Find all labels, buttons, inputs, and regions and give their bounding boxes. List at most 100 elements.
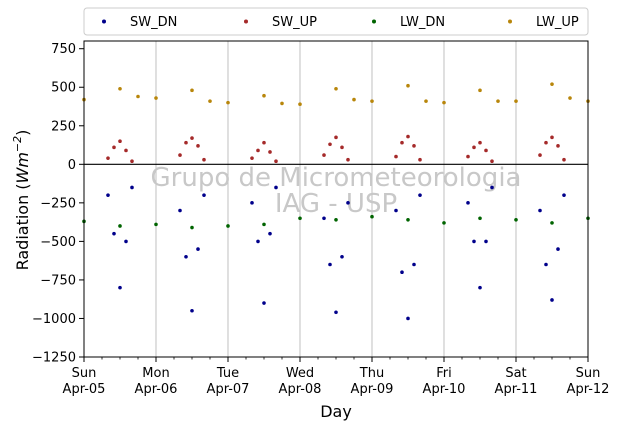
data-point	[256, 239, 260, 244]
data-point	[484, 239, 488, 244]
data-point	[340, 255, 344, 259]
x-tick-day: Sun	[576, 366, 601, 381]
data-point	[322, 216, 326, 221]
series-sw-dn	[106, 185, 566, 321]
legend-marker	[372, 19, 376, 24]
x-tick-date: Apr-07	[207, 382, 250, 397]
data-point	[412, 262, 416, 267]
y-axis-title: Radiation (Wm−2)	[11, 130, 32, 271]
legend-label: LW_UP	[536, 15, 579, 30]
data-point	[118, 224, 122, 228]
legend-label: LW_DN	[400, 15, 445, 30]
data-point	[352, 97, 356, 102]
data-point	[550, 135, 554, 140]
data-point	[328, 262, 332, 267]
data-point	[196, 144, 200, 148]
data-point	[136, 94, 140, 99]
y-tick-label: 500	[51, 81, 76, 96]
data-point	[406, 83, 410, 88]
y-tick-label: 0	[68, 158, 76, 173]
data-point	[394, 154, 398, 159]
data-point	[418, 193, 422, 197]
legend-label: SW_DN	[130, 15, 177, 30]
y-tick-label: −500	[40, 235, 76, 250]
data-point	[514, 99, 518, 103]
data-point	[118, 285, 122, 290]
data-point	[346, 157, 350, 162]
y-tick-label: 250	[51, 119, 76, 134]
data-point	[334, 218, 338, 222]
x-tick-date: Apr-05	[63, 382, 106, 397]
series-lw-dn	[82, 214, 590, 230]
data-point	[106, 193, 110, 197]
data-point	[370, 99, 374, 103]
data-point	[190, 88, 194, 93]
data-point	[544, 140, 548, 145]
data-point	[478, 88, 482, 93]
x-tick-day: Sun	[72, 366, 97, 381]
data-point	[472, 145, 476, 150]
data-point	[262, 140, 266, 145]
data-point	[556, 247, 560, 251]
data-point	[562, 193, 566, 197]
data-point	[256, 148, 260, 153]
data-point	[538, 153, 542, 157]
data-point	[562, 157, 566, 162]
data-point	[190, 225, 194, 230]
data-point	[442, 221, 446, 225]
series-points	[82, 82, 590, 321]
watermark-line-2: IAG - USP	[275, 189, 397, 219]
data-point	[466, 154, 470, 159]
data-point	[412, 144, 416, 148]
data-point	[334, 86, 338, 91]
data-point	[124, 239, 128, 244]
legend-marker	[244, 19, 248, 24]
y-axis-title-suffix: )	[13, 130, 32, 136]
data-point	[184, 255, 188, 259]
data-point	[262, 301, 266, 305]
data-point	[202, 157, 206, 162]
y-tick-label: −1000	[32, 312, 76, 327]
data-point	[250, 201, 254, 205]
data-point	[328, 142, 332, 147]
x-tick-day: Wed	[286, 366, 314, 381]
data-point	[424, 99, 428, 103]
data-point	[340, 145, 344, 150]
data-point	[118, 86, 122, 91]
y-axis-title-exponent: −2	[11, 136, 24, 152]
data-point	[370, 214, 374, 219]
data-point	[346, 201, 350, 205]
data-point	[112, 145, 116, 150]
data-point	[208, 99, 212, 103]
x-tick-date: Apr-11	[495, 382, 538, 397]
data-point	[262, 93, 266, 98]
data-point	[190, 136, 194, 140]
data-point	[490, 159, 494, 164]
data-point	[268, 231, 272, 236]
y-axis-ticks: 750 500 250 0 −250 −500 −750 −1000 −1250	[32, 42, 84, 366]
series-lw-up	[82, 82, 590, 106]
data-point	[268, 150, 272, 154]
y-tick-label: −1250	[32, 351, 76, 366]
y-tick-label: −250	[40, 196, 76, 211]
data-point	[400, 270, 404, 275]
data-point	[556, 144, 560, 148]
data-point	[478, 216, 482, 221]
data-point	[496, 99, 500, 103]
data-point	[226, 224, 230, 228]
data-point	[184, 140, 188, 145]
data-point	[478, 140, 482, 145]
legend-frame	[83, 7, 589, 36]
x-tick-day: Fri	[436, 366, 452, 381]
y-axis-title-unit: Wm	[13, 152, 32, 183]
data-point	[550, 221, 554, 225]
data-point	[250, 156, 254, 160]
y-axis-title-prefix: Radiation (	[13, 183, 32, 270]
x-tick-day: Mon	[142, 366, 169, 381]
data-point	[394, 208, 398, 213]
data-point	[406, 134, 410, 139]
data-point	[280, 101, 284, 106]
data-point	[154, 96, 158, 100]
data-point	[472, 239, 476, 244]
